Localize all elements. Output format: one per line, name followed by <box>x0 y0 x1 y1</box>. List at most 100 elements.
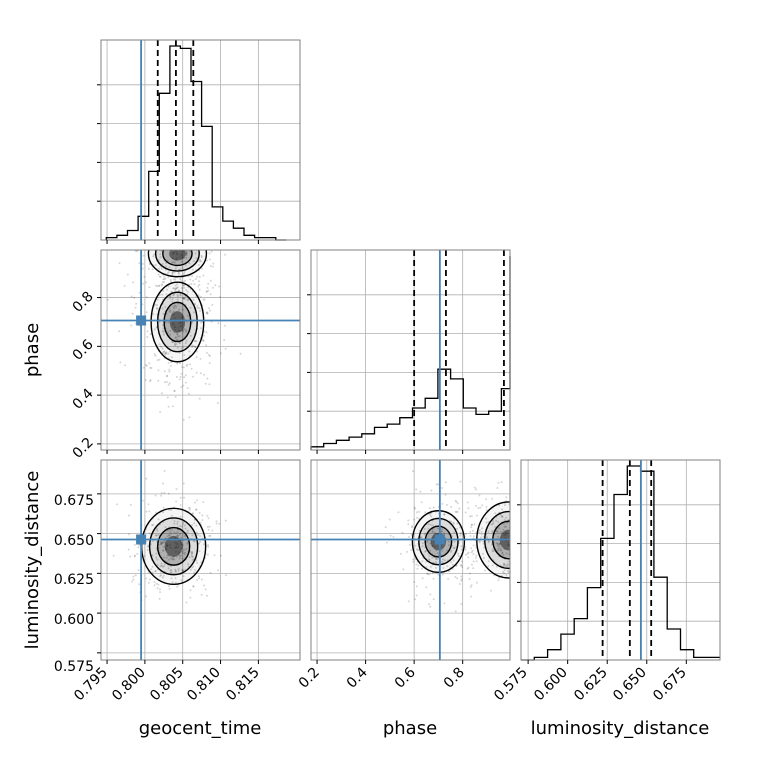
sample-point <box>159 253 162 256</box>
sample-point <box>158 597 161 600</box>
sample-point <box>190 235 192 237</box>
sample-point <box>501 552 504 555</box>
x-axis-label-geocent-time: geocent_time <box>139 718 262 739</box>
sample-point <box>501 516 504 519</box>
sample-point <box>179 277 182 280</box>
sample-point <box>510 503 512 505</box>
sample-point <box>149 333 152 336</box>
sample-point <box>160 250 163 253</box>
sample-point <box>181 552 184 555</box>
sample-point <box>413 506 416 509</box>
sample-point <box>176 208 178 210</box>
sample-point <box>518 510 520 512</box>
sample-point <box>407 523 410 526</box>
sample-point <box>135 250 138 253</box>
sample-point <box>180 347 183 350</box>
sample-point <box>145 311 148 314</box>
sample-point <box>181 289 184 292</box>
sample-point <box>160 562 163 565</box>
sample-point <box>190 181 192 183</box>
sample-point <box>202 501 205 504</box>
sample-point <box>177 335 180 338</box>
sample-point <box>116 503 119 506</box>
sample-point <box>195 170 197 172</box>
sample-point <box>490 543 493 546</box>
sample-point <box>525 527 527 529</box>
sample-point <box>169 546 172 549</box>
sample-point <box>443 559 446 562</box>
sample-point <box>152 255 155 258</box>
sample-point <box>146 221 148 223</box>
sample-point <box>199 232 201 234</box>
sample-point <box>204 588 207 591</box>
sample-point <box>183 298 186 300</box>
sample-point <box>151 243 153 245</box>
sample-point <box>467 566 470 569</box>
sample-point <box>191 268 194 271</box>
y-tick-label: 0.6 <box>70 337 97 364</box>
panel-frame <box>100 39 301 241</box>
sample-point <box>176 528 179 531</box>
sample-point <box>205 311 208 314</box>
sample-point <box>179 322 182 325</box>
sample-point <box>165 351 168 354</box>
sample-point <box>169 297 171 300</box>
sample-point <box>112 554 115 557</box>
sample-point <box>182 482 185 485</box>
sample-point <box>179 515 182 518</box>
sample-point <box>503 534 506 537</box>
sample-point <box>497 579 500 582</box>
sample-point <box>160 345 163 348</box>
sample-point <box>499 547 502 550</box>
sample-point <box>467 507 470 510</box>
sample-point <box>192 585 195 588</box>
sample-point <box>171 298 174 301</box>
sample-point <box>186 298 189 301</box>
sample-point <box>201 320 204 323</box>
sample-point <box>176 339 179 342</box>
sample-point <box>460 564 463 567</box>
sample-point <box>166 331 169 334</box>
sample-point <box>467 551 470 554</box>
sample-point <box>153 353 156 356</box>
sample-point <box>194 569 197 572</box>
sample-point <box>487 520 490 523</box>
sample-point <box>192 540 195 543</box>
sample-point <box>192 241 194 243</box>
sample-point <box>157 369 160 372</box>
sample-point <box>174 328 177 331</box>
sample-point <box>183 297 186 300</box>
sample-point <box>165 293 168 296</box>
sample-point <box>512 521 514 523</box>
sample-point <box>170 148 172 150</box>
sample-point <box>138 583 141 586</box>
sample-point <box>197 575 200 578</box>
sample-point <box>134 574 137 577</box>
sample-point <box>178 378 181 381</box>
sample-point <box>145 221 147 223</box>
sample-point <box>173 520 176 523</box>
sample-point <box>431 524 434 527</box>
sample-point <box>191 558 194 561</box>
sample-point <box>429 513 432 516</box>
sample-point <box>183 257 185 259</box>
sample-point <box>518 548 520 550</box>
sample-point <box>152 313 155 316</box>
sample-point <box>541 488 543 490</box>
sample-point <box>189 334 192 337</box>
sample-point <box>209 571 212 574</box>
sample-point <box>173 323 176 326</box>
sample-point <box>543 531 545 533</box>
sample-point <box>484 569 486 572</box>
sample-point <box>137 569 140 572</box>
sample-point <box>178 352 181 354</box>
sample-point <box>172 253 175 255</box>
sample-point <box>203 330 206 333</box>
sample-point <box>184 279 187 282</box>
sample-point <box>180 260 183 263</box>
sample-point <box>206 286 209 289</box>
sample-point <box>411 525 414 528</box>
sample-point <box>221 150 223 152</box>
sample-point <box>480 530 483 533</box>
sample-point <box>164 526 167 529</box>
